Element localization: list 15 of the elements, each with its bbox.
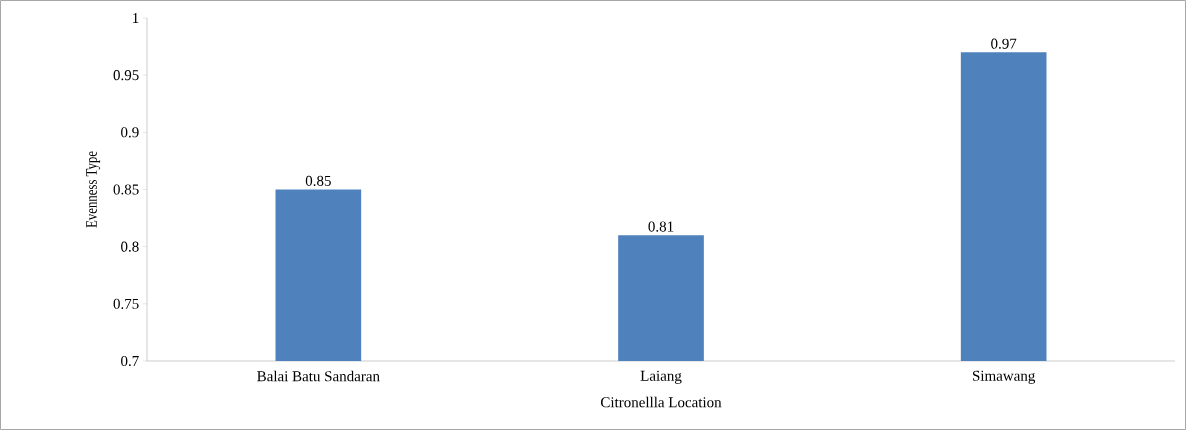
data-label: 0.85 [305, 175, 331, 186]
data-label: 0.97 [991, 38, 1017, 49]
y-tick-label: 1 [133, 13, 139, 23]
x-tick-label: Simawang [973, 370, 1036, 384]
y-tick-label: 0.75 [113, 298, 139, 309]
x-axis-title: Citronellla Location [601, 396, 722, 408]
y-axis-title: Evenness Type [86, 151, 101, 228]
x-tick-label: Laiang [640, 370, 682, 384]
y-tick-label: 0.9 [121, 127, 139, 138]
data-label: 0.81 [648, 221, 674, 232]
y-tick-label: 0.7 [121, 355, 139, 367]
y-tick-label: 0.95 [113, 70, 139, 81]
y-tick-label: 0.85 [113, 184, 139, 195]
y-tick-label: 0.8 [121, 241, 139, 252]
x-tick-label: Balai Batu Sandaran [257, 370, 380, 382]
